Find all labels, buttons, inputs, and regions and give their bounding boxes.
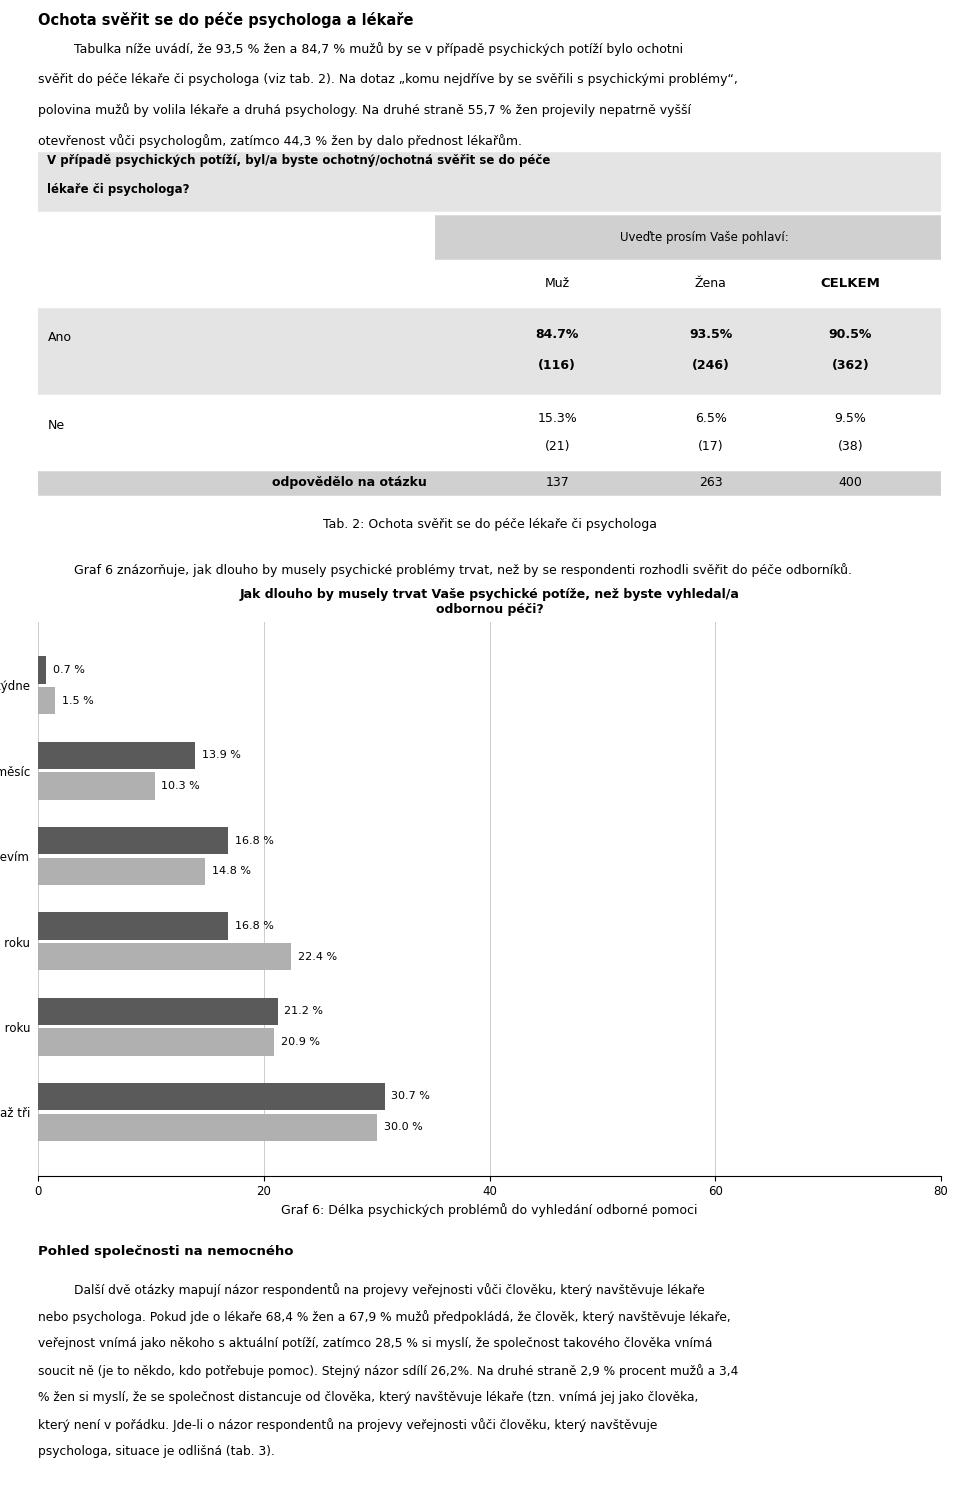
Text: 9.5%: 9.5%: [834, 412, 867, 426]
Text: polovina mužů by volila lékaře a druhá psychology. Na druhé straně 55,7 % žen pr: polovina mužů by volila lékaře a druhá p…: [38, 103, 691, 118]
Text: CELKEM: CELKEM: [821, 277, 880, 290]
Text: nebo psychologa. Pokud jde o lékaře 68,4 % žen a 67,9 % mužů předpokládá, že člo: nebo psychologa. Pokud jde o lékaře 68,4…: [38, 1309, 732, 1324]
Text: Ano: Ano: [47, 330, 71, 344]
Bar: [38, 1028, 275, 1055]
Text: 263: 263: [699, 476, 723, 490]
Bar: [38, 912, 228, 939]
Bar: [38, 656, 46, 684]
Text: otevřenost vůči psychologům, zatímco 44,3 % žen by dalo přednost lékařům.: otevřenost vůči psychologům, zatímco 44,…: [38, 134, 522, 147]
Bar: [38, 943, 291, 970]
Text: 137: 137: [545, 476, 569, 490]
Bar: [38, 262, 941, 307]
Text: Tab. 2: Ochota svěřit se do péče lékaře či psychologa: Tab. 2: Ochota svěřit se do péče lékaře …: [323, 518, 657, 531]
Text: (116): (116): [539, 359, 576, 372]
Text: 15.3%: 15.3%: [538, 412, 577, 426]
Bar: [38, 1083, 385, 1110]
Bar: [38, 857, 205, 885]
Text: 30.7 %: 30.7 %: [392, 1092, 430, 1101]
Text: 21.2 %: 21.2 %: [284, 1006, 324, 1016]
Text: soucit ně (je to někdo, kdo potřebuje pomoc). Stejný názor sdílí 26,2%. Na druhé: soucit ně (je to někdo, kdo potřebuje po…: [38, 1364, 739, 1378]
Text: 84.7%: 84.7%: [536, 327, 579, 341]
Text: % žen si myslí, že se společnost distancuje od člověka, který navštěvuje lékaře : % žen si myslí, že se společnost distanc…: [38, 1391, 699, 1405]
Bar: [38, 150, 941, 213]
Text: Muž: Muž: [544, 277, 570, 290]
Text: svěřit do péče lékaře či psychologa (viz tab. 2). Na dotaz „komu nejdříve by se : svěřit do péče lékaře či psychologa (viz…: [38, 73, 738, 86]
Text: 93.5%: 93.5%: [689, 327, 732, 341]
Text: Graf 6: Délka psychických problémů do vyhledání odborné pomoci: Graf 6: Délka psychických problémů do vy…: [281, 1204, 698, 1217]
Text: 90.5%: 90.5%: [828, 327, 873, 341]
Text: 14.8 %: 14.8 %: [212, 866, 252, 876]
Text: Další dvě otázky mapují názor respondentů na projevy veřejnosti vůči člověku, kt: Další dvě otázky mapují názor respondent…: [75, 1283, 706, 1296]
Text: Tabulka níže uvádí, že 93,5 % žen a 84,7 % mužů by se v případě psychických potí: Tabulka níže uvádí, že 93,5 % žen a 84,7…: [75, 42, 684, 57]
Text: 30.0 %: 30.0 %: [384, 1122, 422, 1132]
Text: 0.7 %: 0.7 %: [53, 665, 84, 676]
Text: Žena: Žena: [695, 277, 727, 290]
Text: 22.4 %: 22.4 %: [298, 952, 337, 961]
Bar: [38, 307, 941, 396]
Text: (17): (17): [698, 440, 724, 454]
Text: Uveďte prosím Vaše pohlaví:: Uveďte prosím Vaše pohlaví:: [619, 231, 788, 244]
Text: 20.9 %: 20.9 %: [281, 1037, 320, 1048]
Text: Graf 6 znázorňuje, jak dlouho by musely psychické problémy trvat, než by se resp: Graf 6 znázorňuje, jak dlouho by musely …: [75, 562, 852, 577]
Text: 10.3 %: 10.3 %: [161, 781, 200, 792]
Bar: [38, 687, 56, 714]
Text: Pohled společnosti na nemocného: Pohled společnosti na nemocného: [38, 1245, 294, 1257]
Text: 16.8 %: 16.8 %: [234, 921, 274, 931]
Bar: [436, 213, 941, 262]
Bar: [38, 1113, 376, 1141]
Text: 1.5 %: 1.5 %: [62, 696, 94, 705]
Text: 6.5%: 6.5%: [695, 412, 727, 426]
Text: (246): (246): [692, 359, 730, 372]
Bar: [38, 772, 155, 799]
Text: 400: 400: [839, 476, 862, 490]
Text: který není v pořádku. Jde-li o názor respondentů na projevy veřejnosti vůči člov: který není v pořádku. Jde-li o názor res…: [38, 1418, 658, 1431]
Text: Ochota svěřit se do péče psychologa a lékaře: Ochota svěřit se do péče psychologa a lé…: [38, 12, 414, 28]
Text: 16.8 %: 16.8 %: [234, 836, 274, 845]
Bar: [38, 827, 228, 854]
Text: (21): (21): [544, 440, 570, 454]
Bar: [38, 997, 277, 1025]
Text: V případě psychických potíží, byl/a byste ochotný/ochotná svěřit se do péče: V případě psychických potíží, byl/a byst…: [47, 153, 551, 167]
Bar: [38, 469, 941, 497]
Text: (362): (362): [831, 359, 870, 372]
Text: 13.9 %: 13.9 %: [202, 750, 241, 760]
Bar: [38, 741, 195, 769]
Text: Ne: Ne: [47, 420, 64, 433]
Text: psychologa, situace je odlišná (tab. 3).: psychologa, situace je odlišná (tab. 3).: [38, 1445, 276, 1458]
Bar: [38, 396, 941, 469]
Title: Jak dlouho by musely trvat Vaše psychické potíže, než byste vyhledal/a
odbornou : Jak dlouho by musely trvat Vaše psychick…: [240, 588, 739, 616]
Text: odpovědělo na otázku: odpovědělo na otázku: [272, 476, 426, 490]
Text: (38): (38): [838, 440, 863, 454]
Text: veřejnost vnímá jako někoho s aktuální potíží, zatímco 28,5 % si myslí, že spole: veřejnost vnímá jako někoho s aktuální p…: [38, 1336, 712, 1350]
Text: lékaře či psychologa?: lékaře či psychologa?: [47, 183, 190, 196]
